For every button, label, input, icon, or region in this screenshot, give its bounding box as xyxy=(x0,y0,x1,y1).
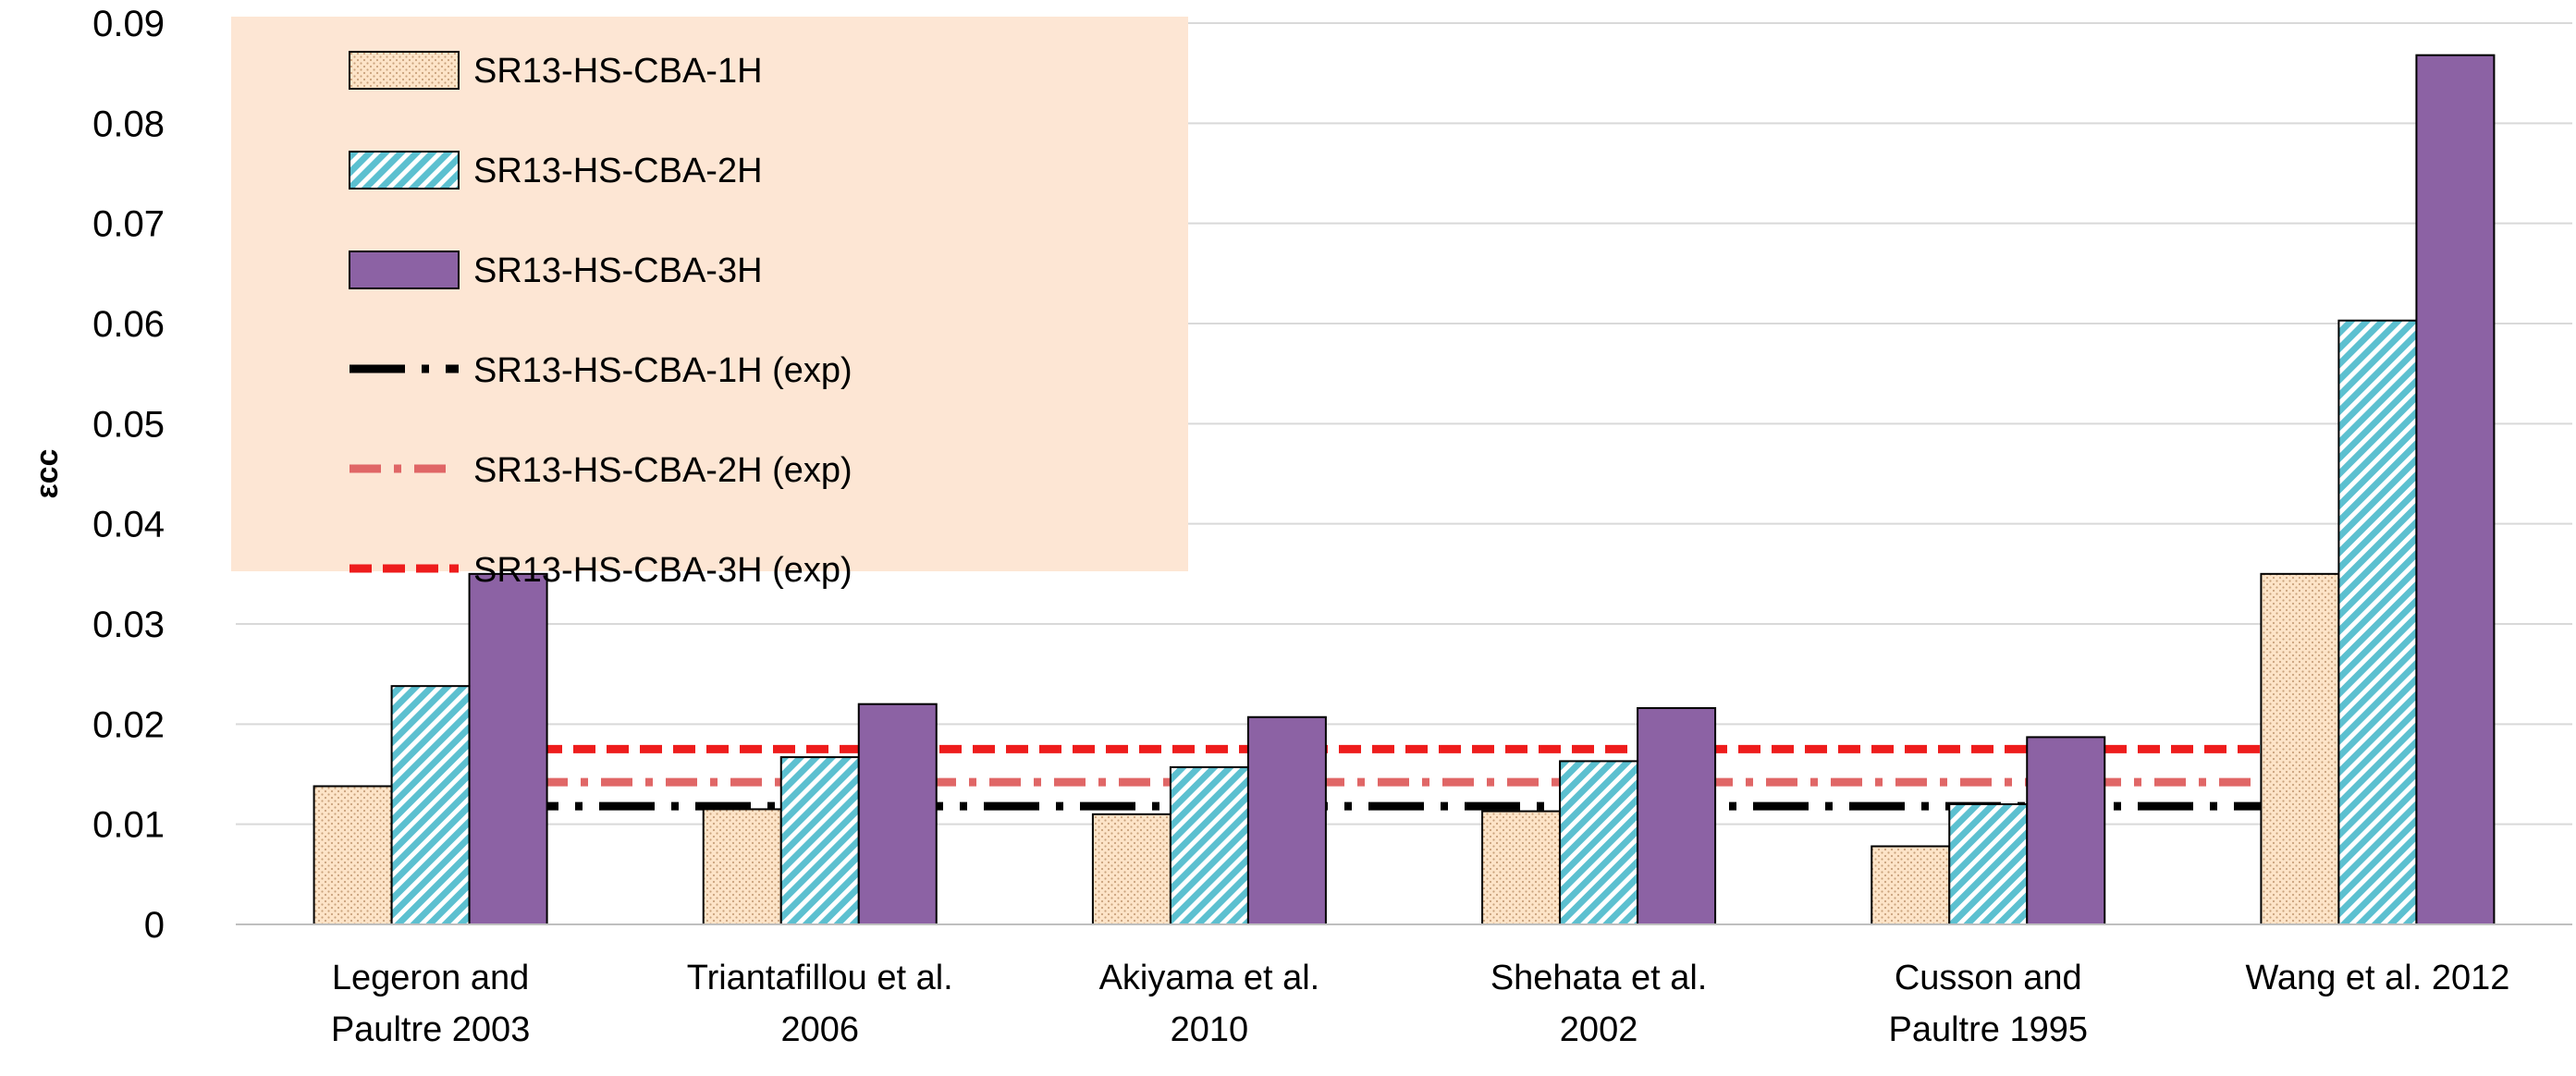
x-tick-label: Cusson and Paultre 1995 xyxy=(1889,959,2089,1049)
bar-sr13-hs-cba-3h-0 xyxy=(468,572,548,925)
y-tick-label: 0.02 xyxy=(92,704,165,745)
category-labels: Legeron and Paultre 2003 Triantafillou et … xyxy=(331,959,2510,1049)
legend-swatch-1 xyxy=(349,151,460,190)
y-axis-title: εcc xyxy=(30,449,65,499)
y-tick-label: 0.03 xyxy=(92,605,165,645)
x-tick-label: Akiyama et al. 2010 xyxy=(1099,959,1320,1049)
legend-label: SR13-HS-CBA-3H (exp) xyxy=(473,551,853,590)
x-tick-label: Legeron and Paultre 2003 xyxy=(331,959,531,1049)
legend-label: SR13-HS-CBA-2H (exp) xyxy=(473,451,853,490)
y-tick-label: 0.07 xyxy=(92,204,165,245)
x-tick-label: Shehata et al. 2002 xyxy=(1490,959,1708,1049)
bar-sr13-hs-cba-2h-4 xyxy=(1948,803,2029,925)
bar-sr13-hs-cba-3h-5 xyxy=(2415,54,2496,925)
y-tick-label: 0.08 xyxy=(92,104,165,144)
bar-sr13-hs-cba-3h-1 xyxy=(857,703,938,926)
x-tick-label: Wang et al. 2012 xyxy=(2245,959,2509,997)
y-tick-label: 0 xyxy=(144,905,165,946)
y-tick-label: 0.09 xyxy=(92,4,165,44)
bar-sr13-hs-cba-1h-2 xyxy=(1091,813,1171,925)
y-tick-label: 0.04 xyxy=(92,505,165,545)
bar-sr13-hs-cba-3h-3 xyxy=(1637,707,1717,925)
legend-swatch-2 xyxy=(349,251,460,289)
x-tick-label: Triantafillou et al. 2006 xyxy=(687,959,953,1049)
legend-background xyxy=(231,17,1188,571)
y-tick-labels: 0 0.01 0.02 0.03 0.04 0.05 0.06 0.07 0.08 0.09 xyxy=(92,4,165,946)
y-tick-label: 0.06 xyxy=(92,304,165,345)
legend-label: SR13-HS-CBA-1H xyxy=(473,52,763,91)
bar-sr13-hs-cba-2h-2 xyxy=(1169,765,1249,926)
bar-sr13-hs-cba-2h-1 xyxy=(779,756,860,925)
legend-label: SR13-HS-CBA-2H xyxy=(473,152,763,190)
bar-sr13-hs-cba-1h-1 xyxy=(702,808,782,926)
legend-label: SR13-HS-CBA-1H (exp) xyxy=(473,351,853,390)
bar-sr13-hs-cba-2h-5 xyxy=(2337,319,2418,925)
y-tick-label: 0.05 xyxy=(92,404,165,445)
bar-sr13-hs-cba-2h-0 xyxy=(390,685,471,926)
legend-label: SR13-HS-CBA-3H xyxy=(473,251,763,290)
bar-sr13-hs-cba-1h-0 xyxy=(313,785,393,925)
bars xyxy=(313,54,2496,926)
bar-sr13-hs-cba-2h-3 xyxy=(1559,760,1639,926)
legend: SR13-HS-CBA-1H SR13-HS-CBA-2H SR13-HS-CBA-… xyxy=(231,17,1188,590)
bar-sr13-hs-cba-1h-4 xyxy=(1871,845,1951,925)
bar-sr13-hs-cba-1h-5 xyxy=(2260,572,2340,925)
bar-sr13-hs-cba-3h-2 xyxy=(1246,715,1327,925)
legend-swatch-0 xyxy=(349,51,460,90)
bar-sr13-hs-cba-3h-4 xyxy=(2026,736,2106,926)
bar-sr13-hs-cba-1h-3 xyxy=(1481,810,1562,925)
y-tick-label: 0.01 xyxy=(92,805,165,846)
